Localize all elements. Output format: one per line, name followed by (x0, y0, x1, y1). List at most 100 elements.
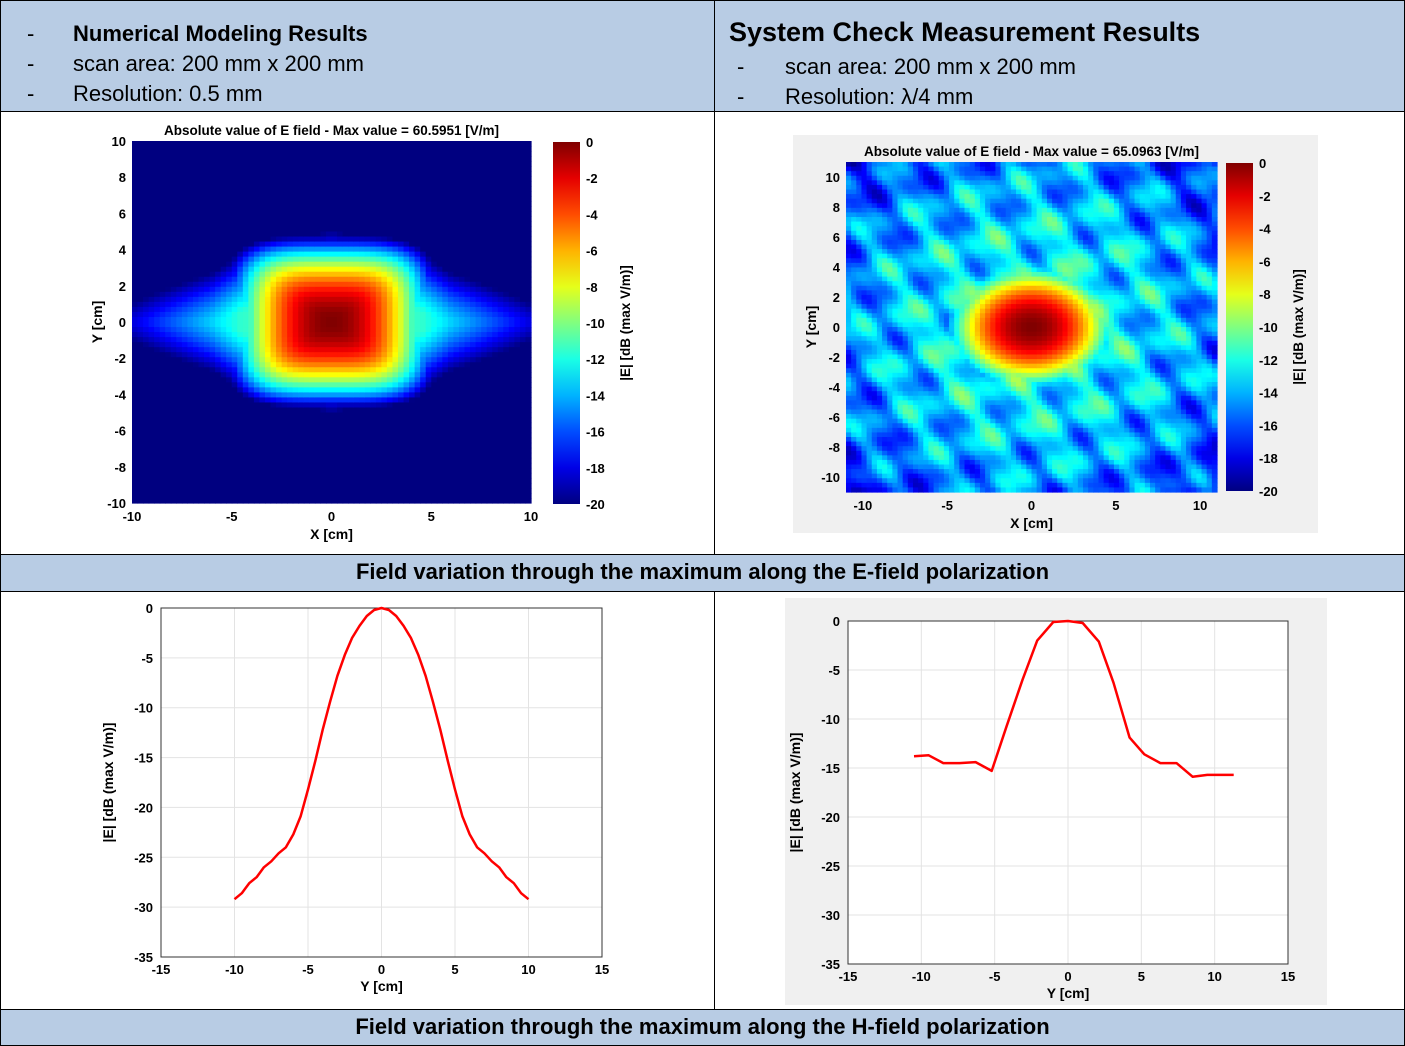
colorbar-tick-label: -16 (1259, 418, 1278, 433)
right-header-cell: System Check Measurement Results - scan a… (714, 0, 1405, 112)
x-axis-label: Y [cm] (360, 978, 403, 994)
x-tick-label: -5 (989, 969, 1001, 984)
colorbar-tick-label: -10 (1259, 320, 1278, 335)
y-tick-label: -10 (821, 470, 840, 485)
colorbar-tick-label: -10 (586, 316, 605, 331)
y-tick-label: -6 (114, 424, 126, 439)
y-tick-label: -25 (821, 859, 840, 874)
y-tick-label: -8 (114, 460, 126, 475)
colorbar-tick-label: -6 (1259, 254, 1271, 269)
y-tick-label: 6 (119, 206, 126, 221)
colorbar-tick-label: -8 (1259, 287, 1271, 302)
x-tick-label: 0 (1028, 498, 1035, 513)
x-tick-label: -10 (912, 969, 931, 984)
x-tick-label: -10 (123, 509, 142, 524)
right-header-title: System Check Measurement Results (729, 17, 1201, 47)
x-tick-label: 10 (1207, 969, 1221, 984)
left-line-chart: -15 -10 -5 0 5 10 15 0 -5 -10 -15 -20 -25 -30 -35 Y [cm… (100, 601, 609, 994)
colorbar-tick-label: -4 (1259, 222, 1271, 237)
y-tick-label: -15 (821, 761, 840, 776)
colorbar-tick-label: -20 (586, 497, 605, 512)
x-axis-label: X [cm] (1010, 515, 1053, 531)
colorbar-tick-label: -8 (586, 280, 598, 295)
x-axis-label: Y [cm] (1047, 985, 1090, 1001)
colorbar-tick-label: -18 (1259, 451, 1278, 466)
y-tick-label: -20 (821, 810, 840, 825)
x-tick-label: -5 (941, 498, 953, 513)
x-tick-label: -15 (839, 969, 858, 984)
colorbar-tick-label: -2 (586, 171, 598, 186)
colorbar-tick-label: -6 (586, 244, 598, 259)
colorbar-tick-label: -4 (586, 207, 598, 222)
x-tick-label: -15 (152, 962, 171, 977)
banner-h-field: Field variation through the maximum alon… (0, 1009, 1405, 1046)
x-tick-label: 10 (521, 962, 535, 977)
y-tick-label: 8 (119, 170, 126, 185)
colorbar-tick-label: 0 (1259, 156, 1266, 171)
y-tick-label: 2 (119, 279, 126, 294)
y-tick-label: -25 (134, 850, 153, 865)
y-axis-label: |E| [dB (max V/m)] (100, 723, 116, 843)
y-tick-label: 4 (119, 243, 127, 258)
y-tick-label: 2 (833, 290, 840, 305)
right-heatmap-cell: Absolute value of E field - Max value = … (714, 111, 1405, 555)
chart-title: Absolute value of E field - Max value = … (864, 144, 1199, 159)
colorbar-tick-label: -12 (1259, 353, 1278, 368)
heatmap-field (132, 141, 532, 504)
x-tick-label: 5 (1138, 969, 1145, 984)
y-tick-label: -30 (821, 908, 840, 923)
x-tick-label: -10 (853, 498, 872, 513)
y-tick-label: -35 (134, 950, 153, 965)
y-tick-label: -4 (828, 380, 840, 395)
y-tick-label: 0 (833, 320, 840, 335)
x-tick-label: 10 (1193, 498, 1207, 513)
y-tick-label: -2 (114, 351, 126, 366)
left-heatmap-chart: Absolute value of E field - Max value = … (89, 123, 633, 542)
right-line-cell: -15 -10 -5 0 5 10 15 0 -5 -10 -15 -20 -25 -30 -35 Y [cm… (714, 591, 1405, 1010)
y-tick-label: -4 (114, 387, 126, 402)
y-tick-label: 0 (119, 315, 126, 330)
y-tick-label: 0 (833, 614, 840, 629)
y-tick-label: -10 (134, 701, 153, 716)
colorbar (553, 142, 580, 504)
colorbar-tick-label: -14 (1259, 386, 1279, 401)
colorbar (1226, 163, 1253, 491)
x-tick-label: 0 (378, 962, 385, 977)
y-tick-label: -10 (107, 496, 126, 511)
x-axis-label: X [cm] (310, 526, 353, 542)
y-tick-label: -30 (134, 900, 153, 915)
heatmap-field (846, 162, 1218, 493)
y-tick-label: 4 (833, 260, 841, 275)
data-series-line (913, 619, 1234, 779)
y-tick-label: -2 (828, 350, 840, 365)
y-tick-label: -8 (828, 440, 840, 455)
y-tick-label: 0 (146, 601, 153, 616)
x-tick-label: 5 (428, 509, 435, 524)
x-tick-label: 15 (1281, 969, 1295, 984)
x-tick-label: 10 (524, 509, 538, 524)
left-line-cell: -15 -10 -5 0 5 10 15 0 -5 -10 -15 -20 -25 -30 -35 Y [cm… (0, 591, 715, 1010)
x-tick-label: -5 (302, 962, 314, 977)
y-tick-label: -10 (821, 712, 840, 727)
left-header-cell: - Numerical Modeling Results - scan area: … (0, 0, 715, 112)
colorbar-tick-label: -18 (586, 461, 605, 476)
y-tick-label: 10 (826, 170, 840, 185)
left-heatmap-cell: Absolute value of E field - Max value = … (0, 111, 715, 555)
right-line-chart: -15 -10 -5 0 5 10 15 0 -5 -10 -15 -20 -25 -30 -35 Y [cm… (785, 598, 1327, 1005)
y-tick-label: 6 (833, 230, 840, 245)
x-tick-label: -5 (226, 509, 238, 524)
colorbar-label: |E| [dB (max V/m)] (1291, 269, 1306, 385)
data-series-line (233, 606, 530, 901)
colorbar-tick-label: -16 (586, 425, 605, 440)
y-axis-label: |E| [dB (max V/m)] (787, 733, 803, 853)
colorbar-tick-label: -20 (1259, 484, 1278, 499)
colorbar-tick-label: -2 (1259, 189, 1271, 204)
y-tick-label: 10 (112, 134, 126, 149)
y-tick-label: -15 (134, 751, 153, 766)
banner-e-field: Field variation through the maximum alon… (0, 554, 1405, 592)
y-tick-label: -5 (141, 651, 153, 666)
y-tick-label: -20 (134, 800, 153, 815)
colorbar-tick-label: 0 (586, 135, 593, 150)
y-axis-label: Y [cm] (89, 301, 105, 344)
right-heatmap-chart: Absolute value of E field - Max value = … (793, 135, 1318, 533)
